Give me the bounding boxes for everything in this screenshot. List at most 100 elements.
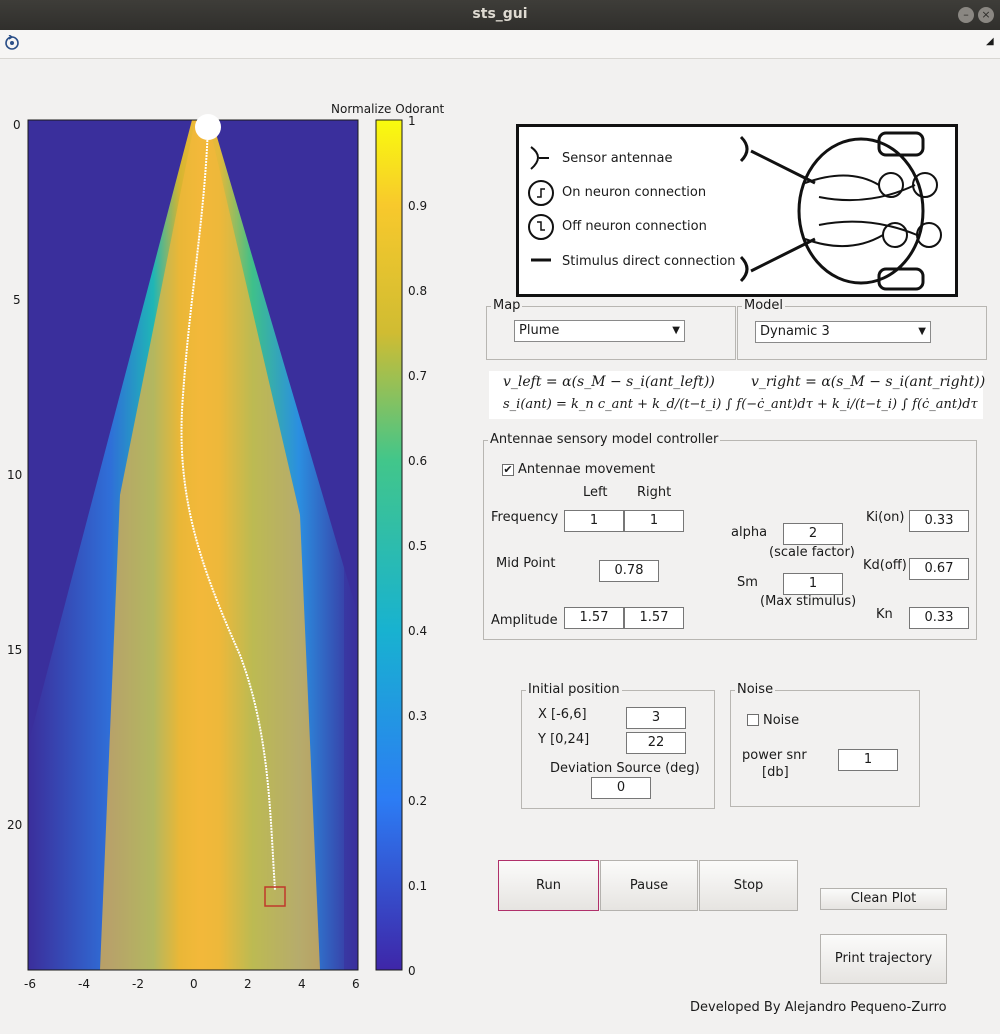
antennae-panel-title: Antennae sensory model controller: [488, 432, 721, 447]
x-tick-label: -2: [132, 977, 144, 991]
stop-button[interactable]: Stop: [699, 860, 798, 911]
y-tick-label: 20: [7, 818, 22, 832]
map-select-value: Plume: [519, 323, 560, 338]
frequency-label: Frequency: [491, 510, 559, 525]
noise-panel: Noise: [730, 682, 920, 807]
snr-unit-label: [db]: [762, 765, 789, 780]
ki-label: Ki(on): [866, 510, 905, 525]
x-position-input[interactable]: 3: [626, 707, 686, 729]
print-trajectory-button[interactable]: Print trajectory: [820, 934, 947, 984]
legend-off: Off neuron connection: [562, 219, 707, 234]
x-tick-label: 0: [190, 977, 198, 991]
chevron-down-icon: ▼: [672, 325, 680, 336]
title-bar: sts_gui – ×: [0, 0, 1000, 30]
start-marker: [264, 886, 286, 907]
colorbar-tick: 0.6: [408, 454, 427, 468]
antennae-movement-checkbox[interactable]: ✔: [502, 463, 514, 476]
x-position-label: X [-6,6]: [538, 707, 587, 722]
midpoint-input[interactable]: 0.78: [599, 560, 659, 582]
x-tick-label: 4: [298, 977, 306, 991]
model-select[interactable]: Dynamic 3 ▼: [755, 321, 931, 343]
source-marker: [195, 114, 221, 140]
right-header: Right: [637, 485, 672, 500]
noise-checkbox[interactable]: [747, 714, 759, 726]
left-header: Left: [583, 485, 608, 500]
clean-plot-button[interactable]: Clean Plot: [820, 888, 947, 910]
equation-v-left: v_left = α(s_M − s_i(ant_left)): [503, 374, 715, 390]
dock-arrow-icon[interactable]: ◢: [986, 36, 994, 47]
colorbar-tick: 0: [408, 964, 416, 978]
initial-position-title: Initial position: [526, 682, 622, 697]
close-icon[interactable]: ×: [978, 7, 994, 23]
snr-label: power snr: [742, 748, 807, 763]
antennae-movement-label: Antennae movement: [518, 462, 656, 477]
kd-input[interactable]: 0.67: [909, 558, 969, 580]
rotate-icon[interactable]: [4, 34, 20, 55]
pause-button[interactable]: Pause: [600, 860, 698, 911]
chevron-down-icon: ▼: [918, 326, 926, 337]
alpha-input[interactable]: 2: [783, 523, 843, 545]
plume-plot: 0 5 10 15 20 -6 -4 -2 0 2 4 6 Normalize …: [7, 102, 445, 991]
map-panel-title: Map: [491, 298, 523, 313]
model-diagram: Sensor antennae On neuron connection Off…: [516, 124, 958, 297]
ki-input[interactable]: 0.33: [909, 510, 969, 532]
frequency-right-input[interactable]: 1: [624, 510, 684, 532]
colorbar-tick: 0.5: [408, 539, 427, 553]
colorbar-tick: 0.1: [408, 879, 427, 893]
noise-checkbox-label: Noise: [763, 713, 800, 728]
x-tick-label: -6: [24, 977, 36, 991]
map-panel: Map Plume ▼: [486, 298, 736, 360]
trajectory-path: [180, 124, 276, 891]
deviation-label: Deviation Source (deg): [550, 761, 700, 776]
y-tick-label: 15: [7, 643, 22, 657]
equations-box: v_left = α(s_M − s_i(ant_left)) v_right …: [489, 371, 986, 419]
equation-s-i: s_i(ant) = k_n c_ant + k_d/(t−t_i) ∫ f(−…: [503, 397, 978, 412]
colorbar: [375, 119, 403, 971]
y-tick-label: 10: [7, 468, 22, 482]
y-position-input[interactable]: 22: [626, 732, 686, 754]
amplitude-left-input[interactable]: 1.57: [564, 607, 624, 629]
run-button[interactable]: Run: [498, 860, 599, 911]
initial-position-panel: Initial position: [521, 682, 715, 809]
legend-sensor: Sensor antennae: [562, 151, 673, 166]
map-select[interactable]: Plume ▼: [514, 320, 685, 342]
y-tick-label: 0: [13, 118, 21, 132]
colorbar-title: Normalize Odorant: [331, 102, 445, 116]
legend-on: On neuron connection: [562, 185, 707, 200]
sm-label: Sm: [737, 575, 758, 590]
colorbar-tick: 0.4: [408, 624, 427, 638]
colorbar-tick: 0.8: [408, 284, 427, 298]
alpha-note: (scale factor): [769, 545, 855, 560]
model-panel: Model Dynamic 3 ▼: [737, 298, 987, 360]
minimize-icon[interactable]: –: [958, 7, 974, 23]
credit-text: Developed By Alejandro Pequeno-Zurro: [690, 1000, 947, 1015]
kn-input[interactable]: 0.33: [909, 607, 969, 629]
model-select-value: Dynamic 3: [760, 324, 830, 339]
sm-note: (Max stimulus): [760, 594, 857, 609]
deviation-input[interactable]: 0: [591, 777, 651, 799]
y-position-label: Y [0,24]: [538, 732, 590, 747]
kd-label: Kd(off): [863, 558, 907, 573]
robot-body-icon: [797, 137, 925, 285]
amplitude-right-input[interactable]: 1.57: [624, 607, 684, 629]
sm-input[interactable]: 1: [783, 573, 843, 595]
equation-v-right: v_right = α(s_M − s_i(ant_right)): [751, 374, 986, 390]
x-tick-label: -4: [78, 977, 90, 991]
colorbar-tick: 0.7: [408, 369, 427, 383]
window-title: sts_gui: [472, 6, 528, 22]
frequency-left-input[interactable]: 1: [564, 510, 624, 532]
model-panel-title: Model: [742, 298, 786, 313]
colorbar-tick: 1: [408, 114, 416, 128]
amplitude-label: Amplitude: [491, 613, 558, 628]
antennae-panel: Antennae sensory model controller: [483, 432, 977, 640]
colorbar-tick: 0.9: [408, 199, 427, 213]
toolbar: ◢: [0, 30, 1000, 59]
snr-input[interactable]: 1: [838, 749, 898, 771]
y-tick-label: 5: [13, 293, 21, 307]
midpoint-label: Mid Point: [496, 556, 556, 571]
alpha-label: alpha: [731, 525, 768, 540]
legend-direct: Stimulus direct connection: [562, 254, 736, 269]
noise-panel-title: Noise: [735, 682, 776, 697]
x-tick-label: 2: [244, 977, 252, 991]
colorbar-tick: 0.3: [408, 709, 427, 723]
